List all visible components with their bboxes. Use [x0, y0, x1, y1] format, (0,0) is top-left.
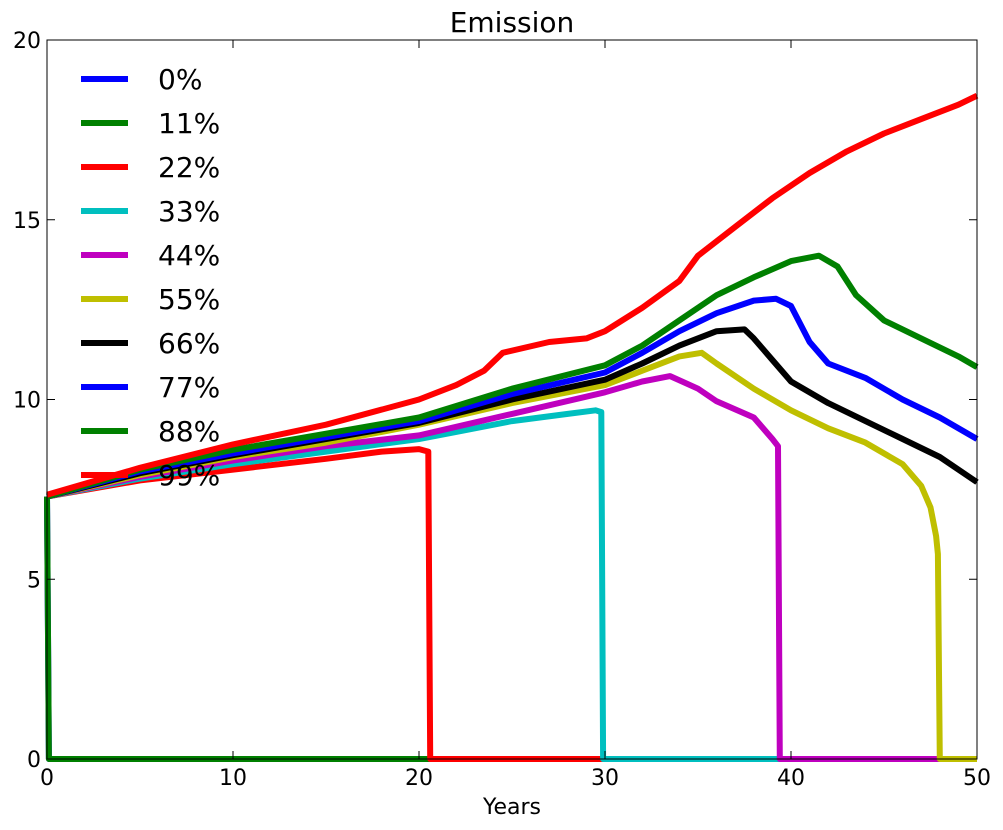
y-tick-label: 15	[13, 209, 41, 234]
y-tick-label: 20	[13, 29, 41, 54]
legend-label: 99%	[158, 459, 220, 492]
series-line-99pct	[46, 92, 979, 498]
series-line-88pct	[46, 252, 979, 500]
x-tick-label: 50	[963, 766, 991, 791]
series-line-77pct	[46, 295, 979, 500]
series-line-44pct	[46, 373, 977, 762]
legend-label: 11%	[158, 107, 220, 140]
series-layer	[44, 92, 979, 762]
series-line-0pct	[44, 496, 977, 762]
x-tick-label: 20	[405, 766, 433, 791]
legend-label: 66%	[158, 327, 220, 360]
y-tick-label: 10	[13, 389, 41, 414]
legend-label: 55%	[158, 283, 220, 316]
series-line-11pct	[44, 496, 977, 762]
legend-label: 44%	[158, 239, 220, 272]
y-tick-label: 0	[27, 748, 41, 773]
y-tick-label: 5	[27, 568, 41, 593]
legend-label: 88%	[158, 415, 220, 448]
chart-title: Emission	[450, 6, 575, 39]
x-axis-label: Years	[482, 795, 541, 820]
legend-label: 33%	[158, 195, 220, 228]
x-tick-label: 30	[591, 766, 619, 791]
legend-label: 0%	[158, 63, 202, 96]
x-tick-label: 0	[40, 766, 54, 791]
legend-label: 22%	[158, 151, 220, 184]
series-line-22pct	[46, 446, 977, 762]
plot-frame	[46, 39, 978, 760]
legend-label: 77%	[158, 371, 220, 404]
series-line-33pct	[46, 407, 977, 762]
legend: 0% 11% 22% 33% 44% 55% 66% 77% 88% 99%	[81, 63, 220, 492]
ticks-layer: 0 10 20 30 40 50 0 5 10 15 20	[13, 29, 991, 791]
x-tick-label: 10	[219, 766, 247, 791]
x-tick-label: 40	[777, 766, 805, 791]
